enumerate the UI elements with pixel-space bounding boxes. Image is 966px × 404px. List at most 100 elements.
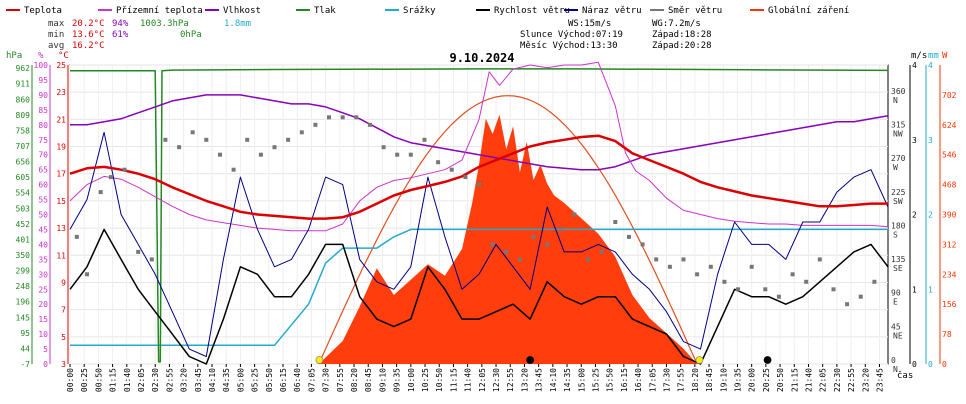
tick-label-time: 09:10 bbox=[378, 368, 387, 392]
stat-max-rain: 1.8mm bbox=[224, 19, 251, 29]
tick-label-pct: 40 bbox=[38, 240, 48, 249]
tick-label-time: 14:10 bbox=[549, 368, 558, 392]
axes: -744951451962482993504014525035546056567… bbox=[16, 61, 957, 392]
tick-label-time: 03:45 bbox=[194, 368, 203, 392]
tick-label-w: 312 bbox=[942, 240, 957, 249]
tick-label-pct: 75 bbox=[38, 136, 48, 145]
tick-label-time: 15:25 bbox=[591, 368, 600, 392]
point-wind-direction bbox=[817, 257, 822, 262]
tick-label-pct: 55 bbox=[38, 196, 48, 205]
info-ws: WS:15m/s bbox=[568, 19, 611, 29]
tick-label-degc: 25 bbox=[56, 61, 66, 70]
tick-label-pct: 35 bbox=[38, 255, 48, 264]
point-wind-direction bbox=[504, 249, 509, 254]
tick-label-hpa: 707 bbox=[16, 142, 31, 151]
tick-label-time: 00:50 bbox=[94, 368, 103, 392]
tick-label-time: 08:45 bbox=[364, 368, 373, 392]
point-wind-direction bbox=[613, 220, 618, 224]
point-wind-direction bbox=[490, 242, 495, 247]
point-wind-direction bbox=[763, 287, 768, 292]
axis-title-degc: °C bbox=[58, 51, 69, 61]
legend-label: Globální záření bbox=[768, 6, 849, 16]
tick-label-w: 468 bbox=[942, 181, 957, 190]
tick-label-time: 20:50 bbox=[776, 368, 785, 392]
tick-label-dir-cardinal: S bbox=[893, 230, 898, 239]
series-ground-temperature bbox=[69, 61, 889, 232]
tick-label-mm: 0 bbox=[928, 360, 933, 369]
tick-label-time: 22:30 bbox=[833, 368, 842, 392]
tick-label-mm: 4 bbox=[928, 61, 933, 70]
tick-label-dir-cardinal: NW bbox=[893, 130, 903, 139]
point-wind-direction bbox=[408, 152, 413, 157]
point-wind-direction bbox=[845, 302, 850, 307]
tick-label-hpa: 962 bbox=[16, 64, 31, 73]
tick-label-time: 17:55 bbox=[677, 368, 686, 392]
marker-moonrise bbox=[526, 356, 535, 364]
tick-label-hpa: 860 bbox=[16, 95, 31, 104]
tick-label-degc: 15 bbox=[56, 197, 66, 206]
tick-label-time: 04:10 bbox=[208, 368, 217, 392]
stat-min-press: 0hPa bbox=[180, 30, 202, 40]
point-wind-direction bbox=[108, 175, 113, 180]
series-wind-speed bbox=[69, 228, 889, 365]
tick-label-hpa: 248 bbox=[16, 282, 31, 291]
series-humidity bbox=[70, 94, 889, 171]
tick-label-w: 78 bbox=[942, 330, 952, 339]
point-wind-direction bbox=[354, 115, 359, 120]
tick-label-dir: 360 bbox=[891, 87, 906, 96]
point-wind-direction bbox=[463, 175, 468, 180]
axis-title-pct: % bbox=[38, 51, 44, 61]
point-wind-direction bbox=[149, 257, 154, 262]
tick-label-time: 23:20 bbox=[861, 368, 870, 392]
tick-label-dir: 315 bbox=[891, 121, 906, 130]
point-wind-direction bbox=[245, 137, 250, 142]
point-wind-direction bbox=[477, 182, 481, 187]
tick-label-time: 19:35 bbox=[733, 368, 742, 392]
tick-label-hpa: 554 bbox=[16, 189, 31, 198]
point-wind-direction bbox=[531, 234, 536, 239]
tick-label-time: 13:45 bbox=[535, 368, 544, 392]
tick-label-time: 05:25 bbox=[251, 368, 260, 392]
point-wind-direction bbox=[558, 227, 563, 232]
marker-sunrise bbox=[315, 356, 324, 364]
tick-label-degc: 13 bbox=[56, 224, 66, 233]
tick-label-pct: 10 bbox=[38, 330, 48, 339]
tick-label-pct: 25 bbox=[38, 285, 48, 294]
info-moon-set: Západ:20:28 bbox=[652, 41, 712, 51]
point-wind-direction bbox=[667, 264, 672, 269]
tick-label-time: 07:05 bbox=[307, 368, 316, 392]
tick-label-dir-cardinal: E bbox=[893, 298, 898, 307]
tick-label-degc: 23 bbox=[56, 88, 66, 97]
tick-label-time: 16:40 bbox=[634, 368, 643, 392]
tick-label-hpa: 452 bbox=[16, 220, 31, 229]
legend-label: Srážky bbox=[403, 6, 436, 16]
point-wind-direction bbox=[436, 160, 441, 165]
tick-label-degc: 7 bbox=[61, 306, 66, 315]
tick-label-time: 12:05 bbox=[478, 368, 487, 392]
point-wind-direction bbox=[204, 137, 209, 142]
point-wind-direction bbox=[790, 272, 795, 277]
tick-label-ms: 4 bbox=[912, 61, 917, 70]
point-wind-direction bbox=[776, 294, 781, 299]
point-wind-direction bbox=[231, 167, 236, 172]
tick-label-time: 05:00 bbox=[236, 368, 245, 392]
tick-label-dir-cardinal: SW bbox=[893, 197, 903, 206]
legend-label: Směr větru bbox=[668, 6, 722, 16]
tick-label-degc: 17 bbox=[56, 170, 66, 179]
tick-label-pct: 80 bbox=[38, 121, 48, 130]
tick-label-hpa: 656 bbox=[16, 158, 31, 167]
point-wind-direction bbox=[122, 167, 127, 172]
tick-label-dir: 180 bbox=[891, 221, 906, 230]
tick-label-time: 09:35 bbox=[393, 368, 402, 392]
tick-label-time: 04:35 bbox=[222, 368, 231, 392]
marker-moonset bbox=[763, 356, 772, 364]
tick-label-time: 22:55 bbox=[847, 368, 856, 392]
point-wind-direction bbox=[572, 212, 577, 217]
tick-label-hpa: 196 bbox=[16, 298, 31, 307]
tick-label-hpa: 401 bbox=[16, 235, 31, 244]
tick-label-hpa: 350 bbox=[16, 251, 31, 260]
tick-label-time: 07:30 bbox=[322, 368, 331, 392]
tick-label-hpa: 145 bbox=[16, 313, 31, 322]
point-wind-direction bbox=[831, 287, 836, 292]
